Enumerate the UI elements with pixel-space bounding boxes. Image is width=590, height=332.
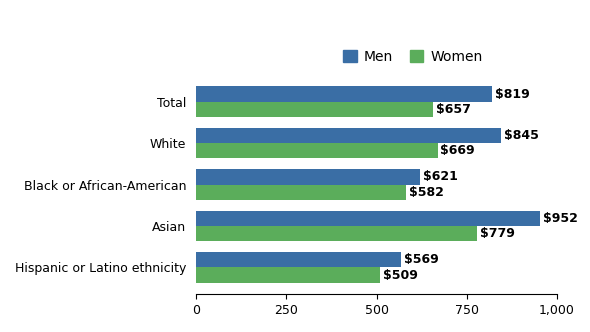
Text: $509: $509	[383, 269, 418, 282]
Text: $569: $569	[404, 253, 439, 266]
Text: $845: $845	[504, 129, 539, 142]
Text: $952: $952	[543, 212, 578, 225]
Bar	[196, 102, 433, 117]
Bar	[196, 143, 438, 158]
Bar	[196, 185, 406, 200]
Bar	[196, 252, 401, 267]
Bar	[196, 86, 491, 102]
Bar	[196, 267, 380, 283]
Bar	[196, 210, 540, 226]
Text: $779: $779	[480, 227, 515, 240]
Bar	[196, 169, 420, 185]
Bar	[196, 128, 501, 143]
Text: $819: $819	[494, 88, 529, 101]
Text: $582: $582	[409, 186, 444, 199]
Text: $621: $621	[423, 170, 458, 183]
Text: $657: $657	[436, 103, 471, 116]
Bar	[196, 226, 477, 241]
Text: $669: $669	[441, 144, 475, 157]
Legend: Men, Women: Men, Women	[337, 44, 488, 69]
